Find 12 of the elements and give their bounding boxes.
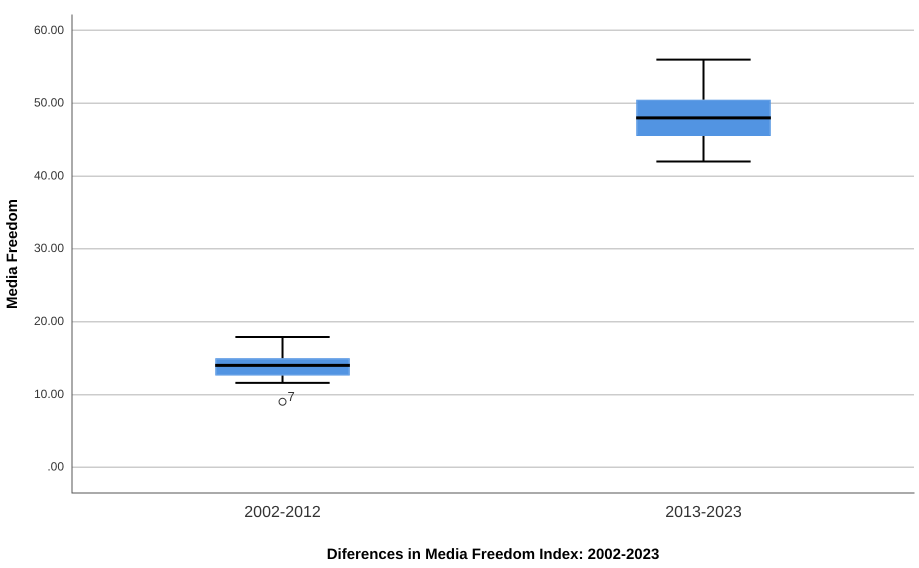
y-tick-label: 30.00 xyxy=(34,241,64,256)
y-tick-label: 20.00 xyxy=(34,314,64,328)
y-tick-label: 60.00 xyxy=(34,22,64,37)
y-tick-label: 40.00 xyxy=(34,168,64,182)
y-axis-title: Media Freedom xyxy=(4,198,22,310)
x-axis-title: Diferences in Media Freedom Index: 2002-2023 xyxy=(326,546,660,564)
x-tick-label: 2013-2023 xyxy=(665,504,742,521)
annotation: 7 xyxy=(288,388,295,404)
y-tick-label: 10.00 xyxy=(34,386,64,401)
x-tick-label: 2002-2012 xyxy=(244,504,321,521)
y-tick-label: .00 xyxy=(47,460,64,474)
y-tick-label: 50.00 xyxy=(34,96,64,110)
